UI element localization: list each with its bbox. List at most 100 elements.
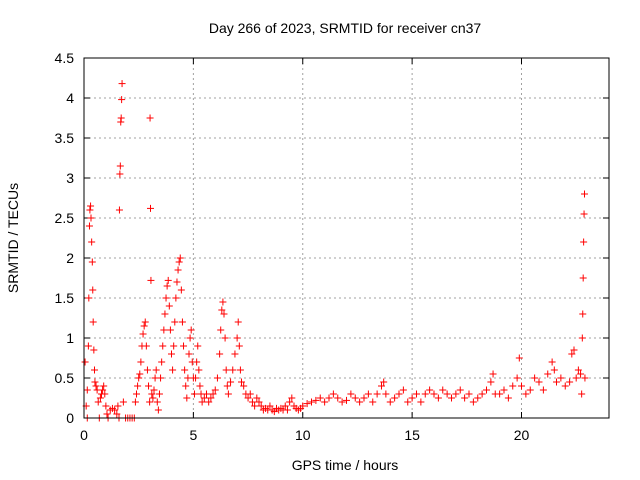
data-point [186,334,194,342]
data-point [100,382,108,390]
data-point [185,350,193,358]
y-tick-label: 2.5 [55,210,75,226]
x-tick-label: 10 [295,427,311,443]
data-point [465,390,473,398]
data-point [439,386,447,394]
data-point [248,398,256,406]
data-point [146,398,154,406]
data-point [89,318,97,326]
data-point [489,370,497,378]
data-point [461,394,469,402]
data-point [531,374,539,382]
data-point [496,390,504,398]
data-point [190,390,198,398]
data-point [91,366,98,374]
data-point [183,394,191,402]
data-point [251,402,259,410]
data-point [548,358,556,366]
data-point [227,378,235,386]
x-tick-label: 15 [404,427,420,443]
data-point [171,318,179,326]
data-point [163,282,171,290]
data-point [192,374,200,382]
data-point [164,276,172,284]
data-point [87,214,95,222]
data-point [408,394,416,402]
data-point [158,358,166,366]
data-point [329,390,337,398]
data-point [581,374,589,382]
data-point [550,366,558,374]
data-point [221,334,229,342]
data-point [150,386,158,394]
data-point [224,390,232,398]
data-point [581,190,588,198]
data-point [240,382,248,390]
data-point [236,366,244,374]
data-point [539,386,547,394]
y-tick-label: 1 [66,330,74,346]
chart-title: Day 266 of 2023, SRMTID for receiver cn3… [209,20,482,36]
data-point [217,326,225,334]
data-point [580,210,588,218]
data-point [134,382,142,390]
data-point [143,366,151,374]
data-point [178,318,186,326]
data-point [141,318,149,326]
data-point [579,274,587,282]
data-point [172,294,180,302]
y-tick-label: 3 [66,170,74,186]
data-point [399,386,407,394]
data-point [417,398,425,406]
data-point [118,96,126,104]
data-point [195,366,203,374]
data-point [87,202,95,210]
data-point [578,334,586,342]
data-point [515,354,523,362]
data-point [456,386,464,394]
y-tick-label: 4 [66,90,74,106]
data-point [483,386,490,394]
data-point [378,382,385,390]
x-axis-label: GPS time / hours [292,457,399,473]
data-point [147,276,155,284]
data-point [356,398,364,406]
data-point [86,206,94,214]
data-point [85,222,93,230]
data-point [382,390,390,398]
data-point [255,398,263,406]
data-point [369,398,377,406]
data-point [154,406,162,414]
data-point [299,402,307,410]
data-point [162,294,170,302]
data-point [111,406,119,414]
data-point [395,390,403,398]
y-tick-label: 2 [66,250,74,266]
data-point [194,342,202,350]
data-point [211,386,219,394]
data-point [234,318,242,326]
data-point [209,390,217,398]
data-point [101,390,109,398]
data-point [347,390,355,398]
data-point [157,374,165,382]
data-point [504,394,512,402]
data-point [198,398,206,406]
y-tick-label: 4.5 [55,50,75,66]
data-point [84,342,92,350]
data-point [103,410,111,418]
data-point [220,310,228,318]
data-point [181,366,189,374]
data-point [207,394,215,402]
data-point [92,382,100,390]
data-point [91,378,99,386]
x-tick-label: 5 [189,427,197,443]
data-point [321,398,329,406]
data-point [113,410,121,418]
data-point [117,114,125,122]
data-point [205,398,213,406]
data-point [364,390,372,398]
data-point [90,346,98,354]
data-point [175,258,183,266]
y-tick-label: 0 [66,410,74,426]
